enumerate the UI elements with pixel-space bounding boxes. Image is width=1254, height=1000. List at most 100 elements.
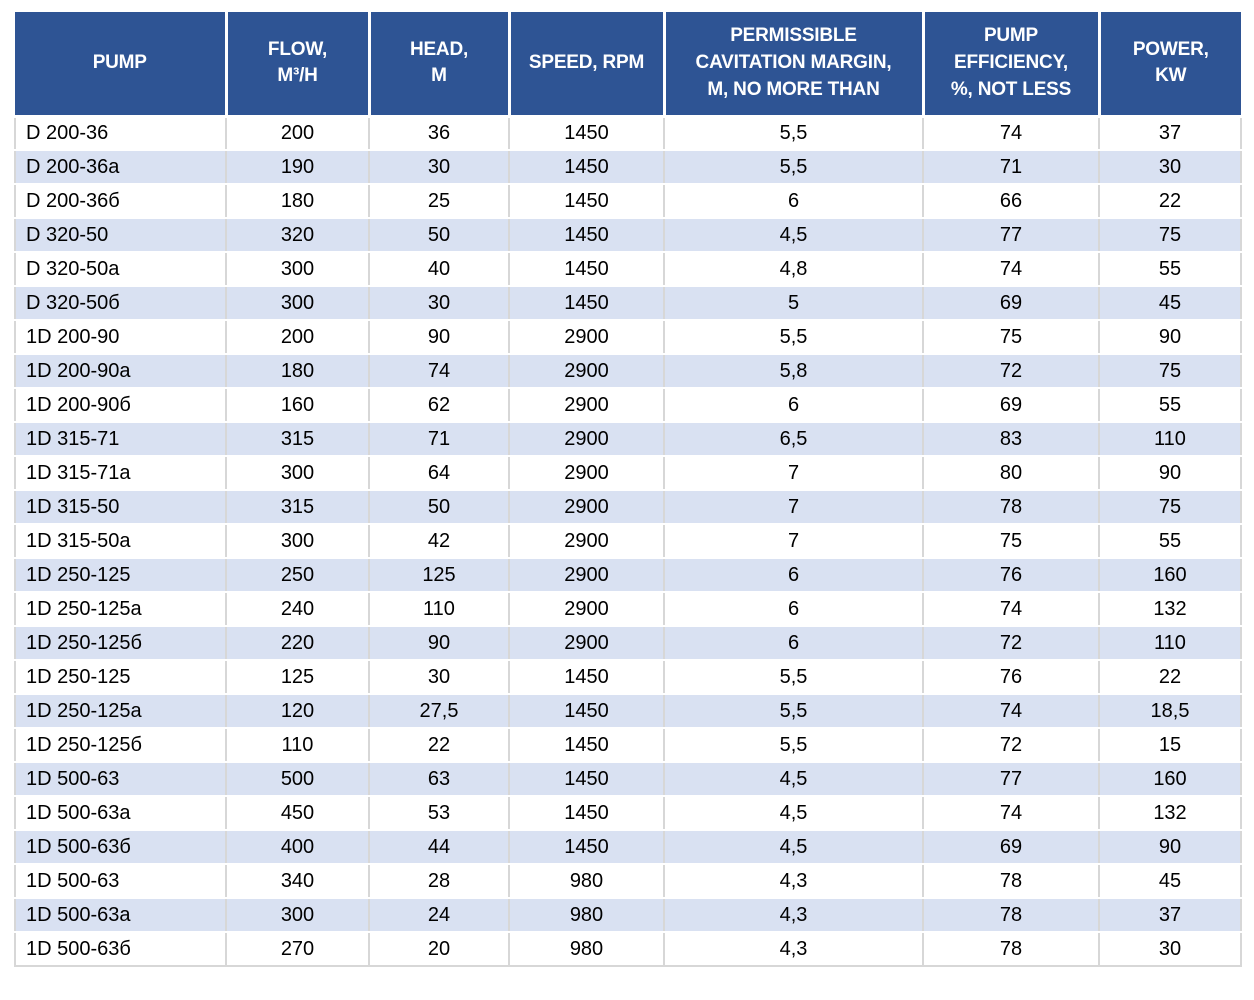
cell-flow: 180 <box>226 354 370 389</box>
cell-efficiency: 74 <box>923 694 1100 729</box>
cell-head: 22 <box>369 728 510 763</box>
cell-speed: 1450 <box>509 762 665 797</box>
column-header-pump: PUMP <box>15 12 228 118</box>
cell-speed: 1450 <box>509 286 665 321</box>
table-header: PUMP FLOW, M³/H HEAD, M SPEED, RPM PERMISSIB… <box>15 12 1241 118</box>
cell-efficiency: 77 <box>923 762 1100 797</box>
table-row: 1D 315-71a 300 64 2900 7 80 90 <box>14 456 1242 491</box>
cell-pump: 1D 315-50 <box>14 490 227 525</box>
cell-speed: 1450 <box>509 728 665 763</box>
cell-power: 22 <box>1099 660 1242 695</box>
cell-power: 30 <box>1099 150 1242 185</box>
cell-efficiency: 76 <box>923 660 1100 695</box>
cell-speed: 2900 <box>509 456 665 491</box>
table-row: 1D 200-90 200 90 2900 5,5 75 90 <box>14 320 1242 355</box>
cell-head: 20 <box>369 932 510 967</box>
cell-power: 75 <box>1099 490 1242 525</box>
cell-speed: 1450 <box>509 796 665 831</box>
cell-efficiency: 78 <box>923 898 1100 933</box>
cell-speed: 2900 <box>509 490 665 525</box>
cell-flow: 300 <box>226 286 370 321</box>
cell-pump: 1D 315-71a <box>14 456 227 491</box>
cell-efficiency: 72 <box>923 626 1100 661</box>
cell-flow: 200 <box>226 116 370 151</box>
table-row: D 320-50 320 50 1450 4,5 77 75 <box>14 218 1242 253</box>
cell-cavitation: 5,5 <box>664 660 924 695</box>
cell-head: 64 <box>369 456 510 491</box>
table-row: 1D 250-125a 240 110 2900 6 74 132 <box>14 592 1242 627</box>
cell-flow: 190 <box>226 150 370 185</box>
cell-efficiency: 69 <box>923 286 1100 321</box>
cell-pump: 1D 250-125 <box>14 558 227 593</box>
cell-power: 90 <box>1099 320 1242 355</box>
table-row: 1D 250-125б 220 90 2900 6 72 110 <box>14 626 1242 661</box>
cell-cavitation: 6 <box>664 558 924 593</box>
cell-efficiency: 77 <box>923 218 1100 253</box>
cell-pump: 1D 315-71 <box>14 422 227 457</box>
cell-pump: D 320-50б <box>14 286 227 321</box>
cell-cavitation: 5,5 <box>664 116 924 151</box>
cell-speed: 2900 <box>509 354 665 389</box>
cell-head: 40 <box>369 252 510 287</box>
table-row: 1D 500-63 500 63 1450 4,5 77 160 <box>14 762 1242 797</box>
table-row: 1D 500-63б 270 20 980 4,3 78 30 <box>14 932 1242 967</box>
cell-power: 45 <box>1099 286 1242 321</box>
cell-flow: 110 <box>226 728 370 763</box>
cell-power: 55 <box>1099 388 1242 423</box>
table-row: 1D 500-63б 400 44 1450 4,5 69 90 <box>14 830 1242 865</box>
cell-efficiency: 75 <box>923 320 1100 355</box>
cell-speed: 1450 <box>509 184 665 219</box>
column-header-flow: FLOW, M³/H <box>226 12 371 118</box>
cell-cavitation: 5,5 <box>664 728 924 763</box>
cell-speed: 1450 <box>509 116 665 151</box>
table-row: 1D 500-63a 300 24 980 4,3 78 37 <box>14 898 1242 933</box>
cell-pump: 1D 200-90a <box>14 354 227 389</box>
cell-flow: 220 <box>226 626 370 661</box>
cell-speed: 2900 <box>509 388 665 423</box>
cell-head: 125 <box>369 558 510 593</box>
cell-cavitation: 4,3 <box>664 932 924 967</box>
cell-efficiency: 74 <box>923 252 1100 287</box>
cell-flow: 250 <box>226 558 370 593</box>
cell-head: 25 <box>369 184 510 219</box>
cell-cavitation: 6,5 <box>664 422 924 457</box>
cell-power: 132 <box>1099 592 1242 627</box>
cell-speed: 2900 <box>509 592 665 627</box>
cell-power: 90 <box>1099 830 1242 865</box>
cell-head: 44 <box>369 830 510 865</box>
cell-efficiency: 71 <box>923 150 1100 185</box>
table-row: 1D 250-125 250 125 2900 6 76 160 <box>14 558 1242 593</box>
cell-pump: D 200-36б <box>14 184 227 219</box>
cell-flow: 300 <box>226 898 370 933</box>
cell-flow: 400 <box>226 830 370 865</box>
column-header-cavitation: PERMISSIBLE CAVITATION MARGIN, M, NO MOR… <box>664 12 925 118</box>
cell-head: 62 <box>369 388 510 423</box>
cell-pump: 1D 250-125 <box>14 660 227 695</box>
cell-head: 63 <box>369 762 510 797</box>
cell-speed: 1450 <box>509 830 665 865</box>
cell-speed: 2900 <box>509 320 665 355</box>
cell-flow: 340 <box>226 864 370 899</box>
cell-head: 28 <box>369 864 510 899</box>
cell-pump: 1D 500-63 <box>14 864 227 899</box>
table-row: D 200-36б 180 25 1450 6 66 22 <box>14 184 1242 219</box>
cell-pump: 1D 250-125a <box>14 694 227 729</box>
cell-head: 50 <box>369 218 510 253</box>
table-row: 1D 250-125a 120 27,5 1450 5,5 74 18,5 <box>14 694 1242 729</box>
cell-head: 74 <box>369 354 510 389</box>
table-row: 1D 315-71 315 71 2900 6,5 83 110 <box>14 422 1242 457</box>
cell-flow: 240 <box>226 592 370 627</box>
cell-speed: 1450 <box>509 150 665 185</box>
cell-head: 50 <box>369 490 510 525</box>
cell-pump: D 200-36a <box>14 150 227 185</box>
cell-speed: 2900 <box>509 524 665 559</box>
cell-cavitation: 5,5 <box>664 150 924 185</box>
cell-efficiency: 69 <box>923 388 1100 423</box>
header-row: PUMP FLOW, M³/H HEAD, M SPEED, RPM PERMISSIB… <box>15 12 1241 118</box>
table-row: D 320-50a 300 40 1450 4,8 74 55 <box>14 252 1242 287</box>
pump-spec-table: PUMP FLOW, M³/H HEAD, M SPEED, RPM PERMISSIB… <box>14 12 1242 967</box>
cell-head: 24 <box>369 898 510 933</box>
cell-head: 90 <box>369 320 510 355</box>
cell-head: 30 <box>369 150 510 185</box>
